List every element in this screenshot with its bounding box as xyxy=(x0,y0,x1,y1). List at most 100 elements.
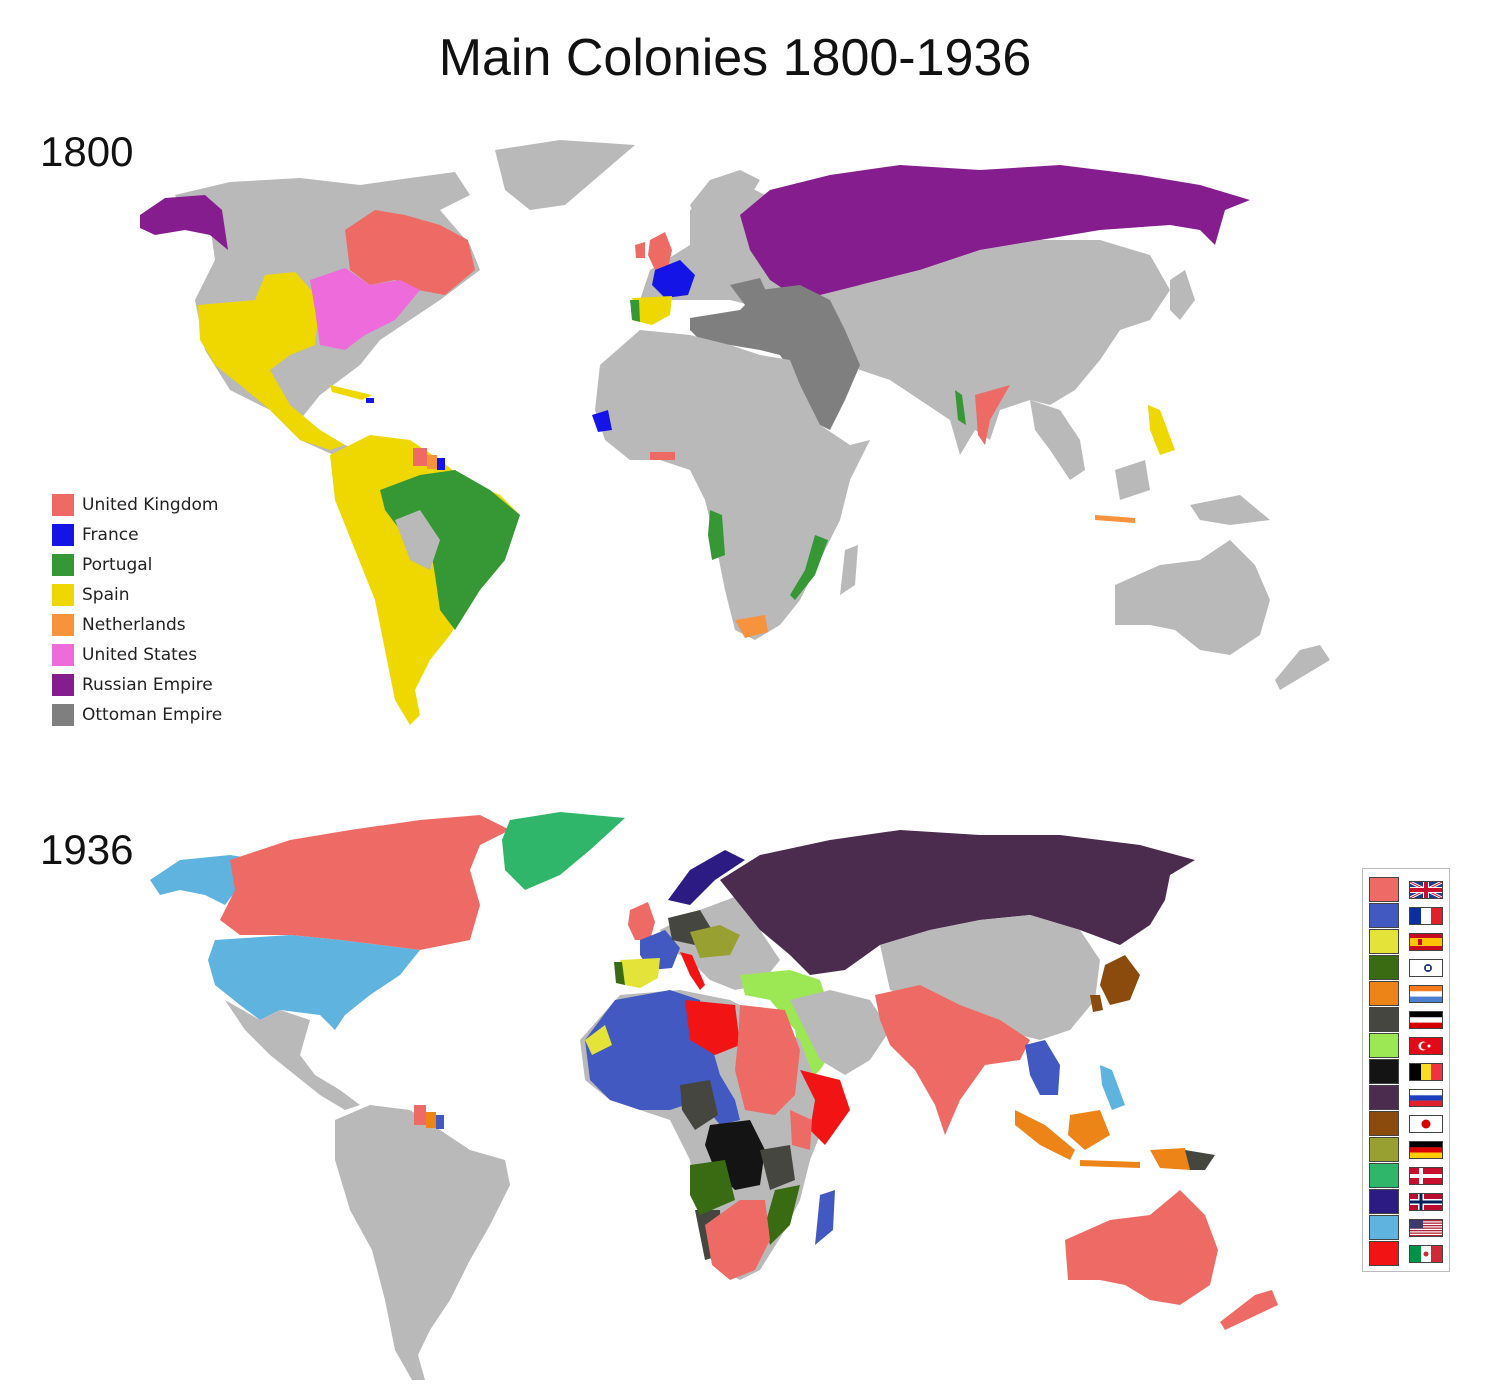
legend-swatch xyxy=(52,674,74,696)
map-angola-portugal-1936 xyxy=(690,1160,735,1215)
map-south-africa-uk-1936 xyxy=(705,1200,770,1280)
map-soviet-union-1936 xyxy=(720,830,1195,975)
portugal-flag-icon xyxy=(1409,959,1443,977)
map-new-guinea-1936 xyxy=(1150,1148,1190,1170)
map-new-zealand-1800 xyxy=(1275,645,1330,690)
map-haiti-france-1800 xyxy=(366,398,374,403)
legend-item-italy xyxy=(1369,1241,1447,1266)
map-new-guinea-1800 xyxy=(1190,495,1270,525)
russia-flag-icon xyxy=(1409,1089,1443,1107)
legend-swatch xyxy=(1369,903,1399,928)
map-egypt-sudan-uk-1936 xyxy=(735,1005,800,1115)
map-india-uk-1800 xyxy=(975,385,1010,445)
denmark-flag-icon xyxy=(1409,1167,1443,1185)
legend-swatch xyxy=(52,524,74,546)
map-scandinavia-1800 xyxy=(690,170,760,240)
map-norway-1936 xyxy=(668,850,745,905)
legend-label: United States xyxy=(82,645,198,665)
map-southeast-asia-1800 xyxy=(1030,400,1085,480)
legend-item-belgium xyxy=(1369,1059,1447,1084)
map-asia-base-1936 xyxy=(880,915,1100,1040)
year-label-1800: 1800 xyxy=(40,128,134,175)
france-flag-icon xyxy=(1409,907,1443,925)
legend-swatch xyxy=(1369,1007,1399,1032)
legend-item-norway xyxy=(1369,1189,1447,1214)
map-austria-1936 xyxy=(690,925,740,958)
map-japan-1800 xyxy=(1170,270,1195,320)
map-guinea-coast-france-1800 xyxy=(592,410,612,432)
legend-label: Portugal xyxy=(82,555,153,575)
world-map-1800 xyxy=(140,140,1330,725)
map-guiana-uk-1800 xyxy=(413,448,427,466)
map-spain-1800 xyxy=(632,296,672,325)
legend-item-japan xyxy=(1369,1111,1447,1136)
legend-item-spain: Spain xyxy=(52,580,222,610)
legend-swatch xyxy=(52,494,74,516)
map-java-netherlands-1800 xyxy=(1095,515,1135,523)
map-guiana-netherlands-1936 xyxy=(426,1112,436,1128)
legend-swatch xyxy=(1369,955,1399,980)
map-java-netherlands-1936 xyxy=(1080,1160,1140,1168)
legend-swatch xyxy=(1369,1189,1399,1214)
legend-item-turkey xyxy=(1369,1033,1447,1058)
map-india-1800 xyxy=(890,380,990,455)
legend-item-portugal: Portugal xyxy=(52,550,222,580)
norway-flag-icon xyxy=(1409,1193,1443,1211)
map-korea-japan-1936 xyxy=(1090,995,1103,1012)
map-guiana-netherlands-1800 xyxy=(427,455,437,469)
legend-swatch xyxy=(1369,1137,1399,1162)
map-asia-1800 xyxy=(800,240,1170,440)
legend-item-netherlands: Netherlands xyxy=(52,610,222,640)
united-states-flag-icon xyxy=(1409,1219,1443,1237)
legend-swatch xyxy=(1369,1059,1399,1084)
map-canada-uk-1936 xyxy=(220,815,510,950)
legend-item-russia xyxy=(1369,1085,1447,1110)
legend-label: Spain xyxy=(82,585,130,605)
map-east-africa-italy-1936 xyxy=(800,1070,850,1145)
legend-swatch xyxy=(1369,1111,1399,1136)
map-libya-italy-1936 xyxy=(685,1000,740,1055)
map-new-zealand-uk-1936 xyxy=(1220,1290,1278,1330)
legend-1936 xyxy=(1362,868,1450,1272)
map-portugal-1800 xyxy=(630,300,640,322)
legend-item-spain xyxy=(1369,929,1447,954)
legend-item-netherlands xyxy=(1369,981,1447,1006)
legend-item-germany xyxy=(1369,1007,1447,1032)
map-alaska-russia-1800 xyxy=(140,195,228,250)
map-ireland-1800 xyxy=(635,242,645,258)
legend-swatch xyxy=(1369,1215,1399,1240)
legend-swatch xyxy=(52,704,74,726)
map-paraguay-1800 xyxy=(395,510,440,570)
map-brazil-portugal-1800 xyxy=(380,470,520,630)
map-cape-netherlands-1800 xyxy=(735,615,768,638)
legend-label: Netherlands xyxy=(82,615,186,635)
map-united-states-1936 xyxy=(208,935,420,1030)
legend-item-united-kingdom xyxy=(1369,877,1447,902)
map-africa-1800 xyxy=(595,330,870,640)
legend-label: United Kingdom xyxy=(82,495,219,515)
map-borneo-netherlands-1936 xyxy=(1068,1110,1110,1150)
map-balkans-ottoman-1800 xyxy=(730,278,770,305)
map-australia-uk-1936 xyxy=(1065,1190,1218,1305)
map-mozambique-portugal-1800 xyxy=(790,535,828,600)
legend-1800: United Kingdom France Portugal Spain Net… xyxy=(52,490,222,730)
legend-item-portugal xyxy=(1369,955,1447,980)
map-ottoman-empire-1800 xyxy=(690,285,860,430)
legend-swatch xyxy=(1369,877,1399,902)
legend-item-ottoman-empire: Ottoman Empire xyxy=(52,700,222,730)
legend-label: Russian Empire xyxy=(82,675,213,695)
map-british-isles-1936 xyxy=(628,902,655,940)
year-label-1936: 1936 xyxy=(40,826,134,873)
page-title: Main Colonies 1800-1936 xyxy=(438,29,1032,87)
map-india-portugal-1800 xyxy=(955,390,966,425)
japan-flag-icon xyxy=(1409,1115,1443,1133)
legend-swatch xyxy=(1369,1163,1399,1188)
legend-item-russian-empire: Russian Empire xyxy=(52,670,222,700)
spain-flag-icon xyxy=(1409,933,1443,951)
map-spanish-north-america-1800 xyxy=(198,272,345,450)
turkey-flag-icon xyxy=(1409,1037,1443,1055)
legend-swatch xyxy=(1369,929,1399,954)
map-mexico-1936 xyxy=(225,1000,360,1110)
legend-item-france xyxy=(1369,903,1447,928)
map-greenland-1800 xyxy=(495,140,635,210)
